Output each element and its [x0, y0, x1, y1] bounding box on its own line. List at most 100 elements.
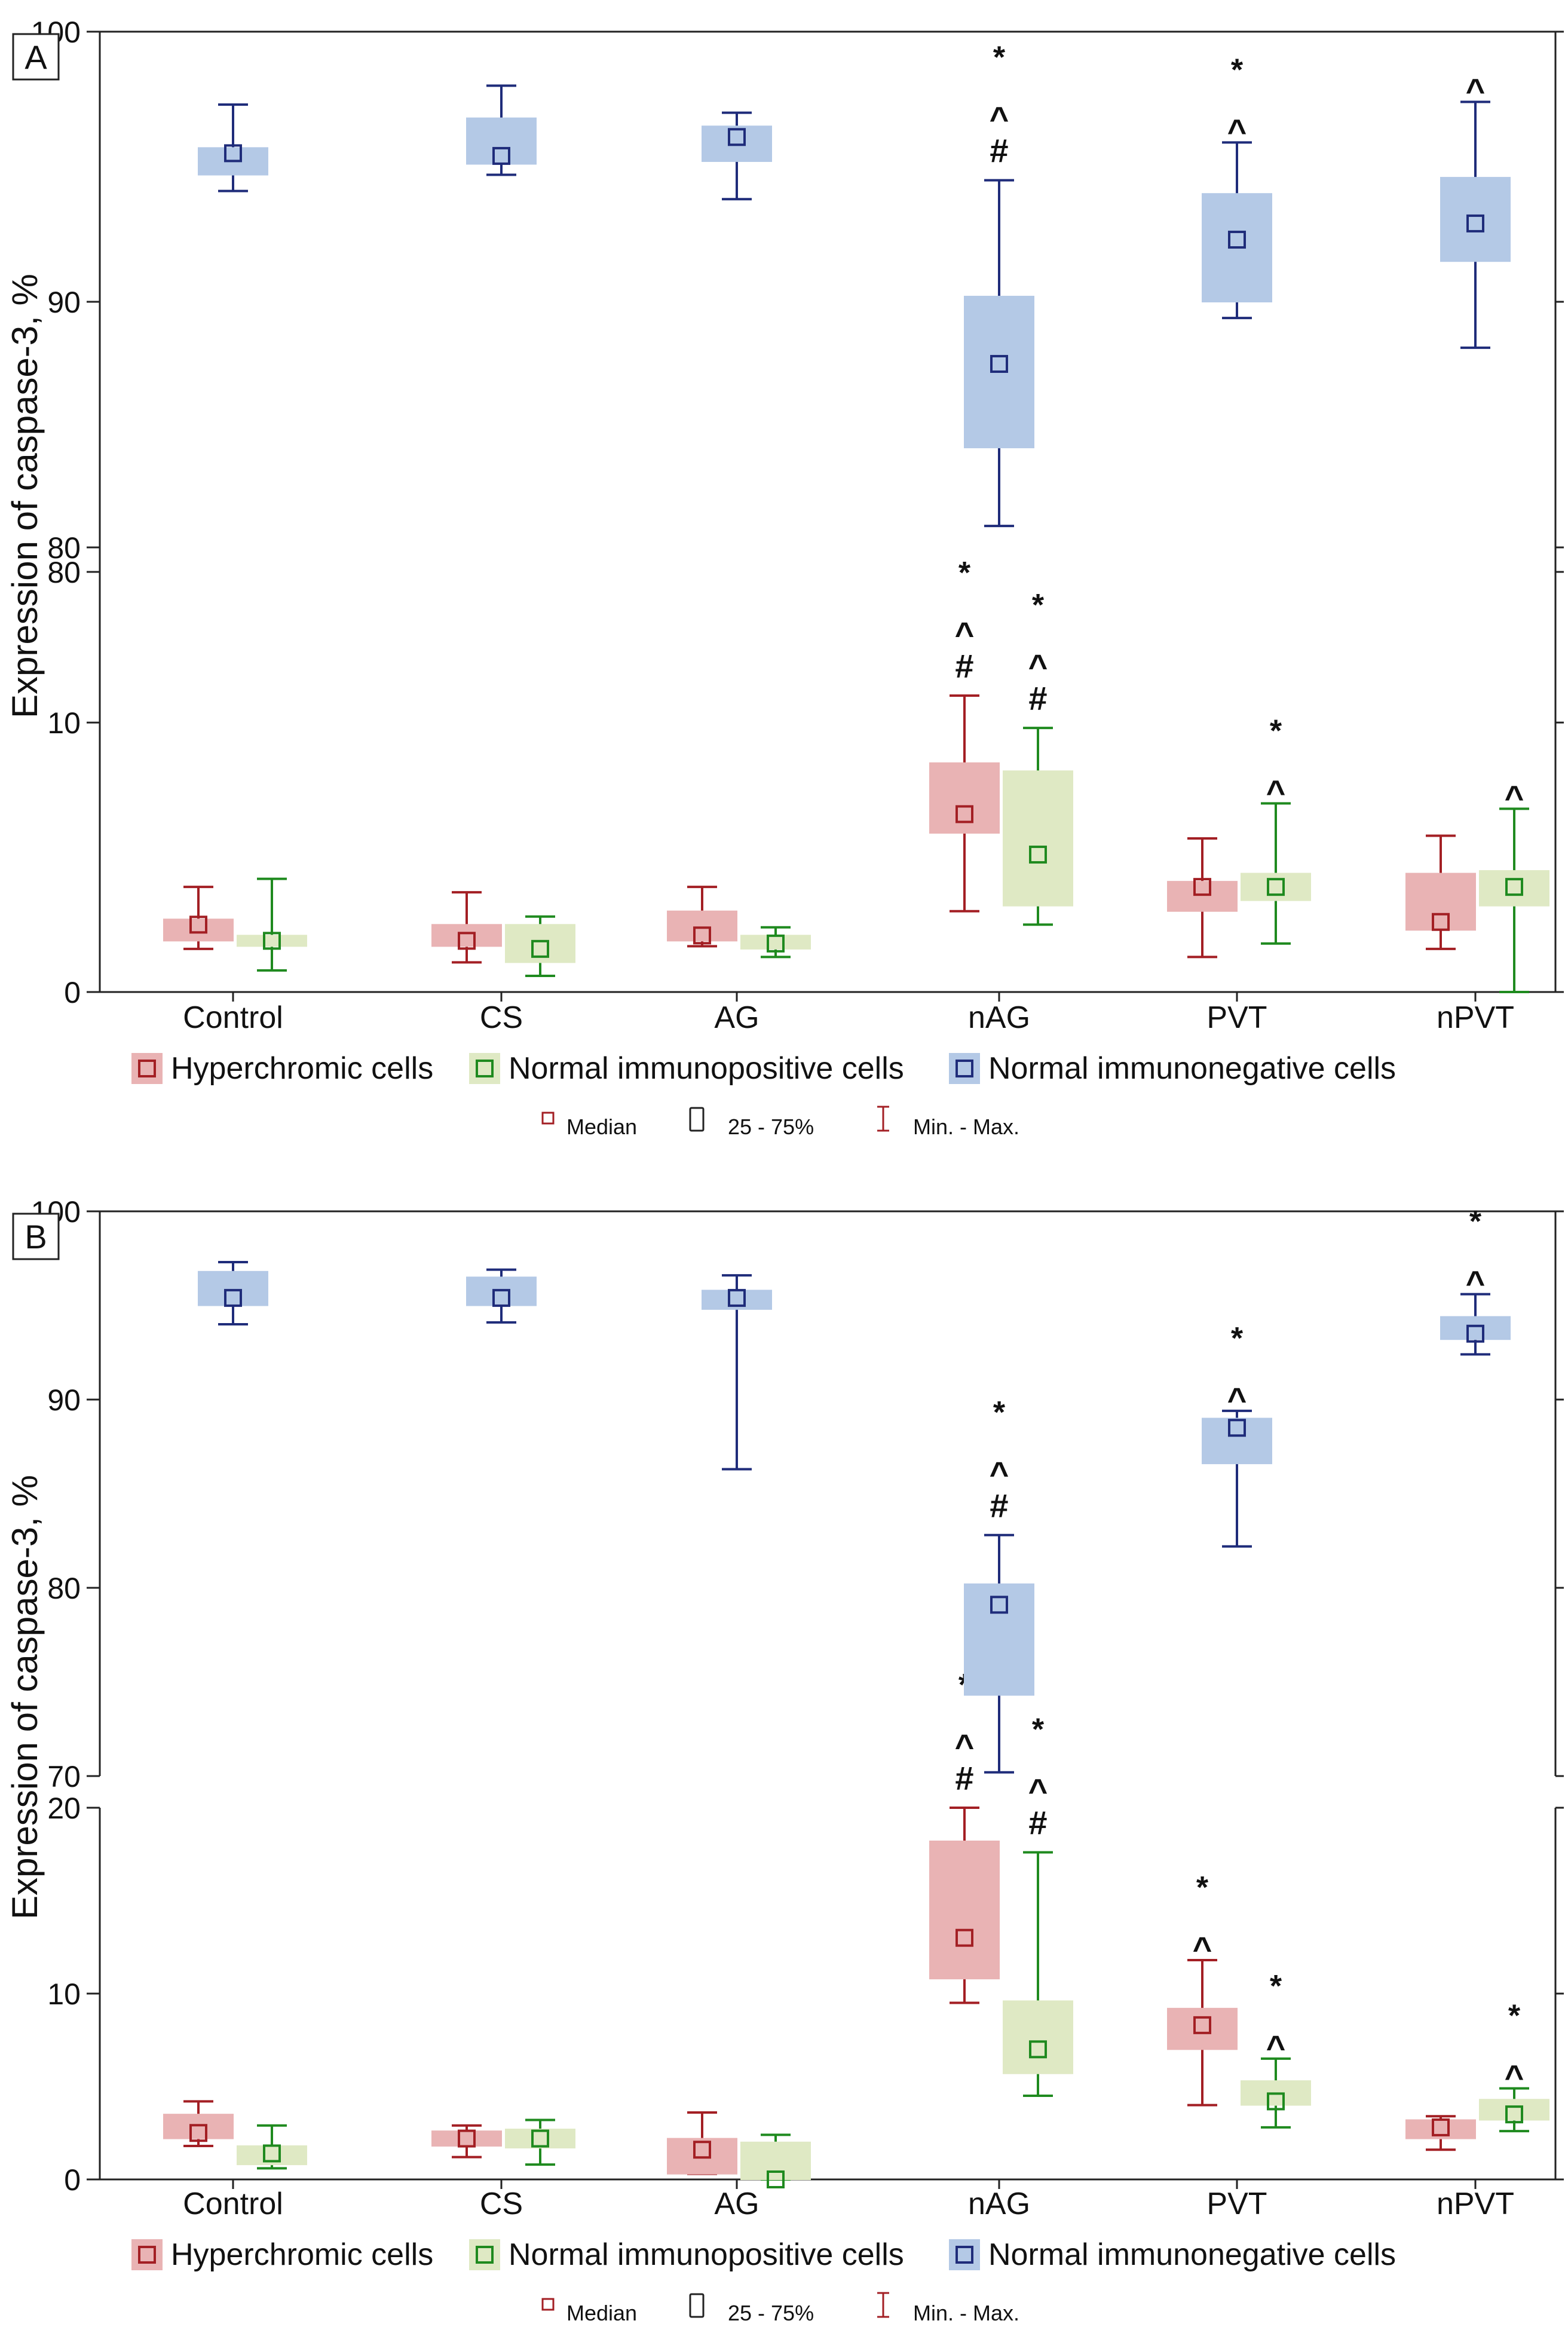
median-marker	[1505, 878, 1523, 896]
median-marker	[1505, 2105, 1523, 2124]
box-nag: #^ *	[964, 1395, 1034, 1774]
y-axis-label: Expression of caspase-3, %	[5, 1475, 45, 1919]
significance-mark: ^	[990, 100, 1009, 137]
significance-mark: *	[1270, 1969, 1282, 2004]
series-normal-immunonegative-cells: #^* ^* ^*	[198, 1205, 1511, 1774]
panel-letter-text: A	[24, 38, 47, 76]
significance-mark: ^	[1466, 72, 1486, 109]
median-legend-label: Median	[566, 2301, 637, 2325]
x-tick-label: PVT	[1206, 1000, 1267, 1035]
significance-mark: *	[993, 41, 1006, 75]
iqr-box	[667, 910, 737, 942]
iqr-box	[505, 2129, 575, 2149]
median-marker	[767, 934, 785, 953]
significance-mark: ^	[1266, 773, 1286, 810]
iqr-box	[466, 117, 537, 165]
box-control	[198, 1261, 268, 1325]
y-tick-label: 0	[64, 2163, 81, 2197]
median-marker	[728, 1288, 746, 1307]
median-marker	[1228, 1419, 1246, 1437]
legend-swatch	[131, 2239, 163, 2270]
iqr-box	[964, 1583, 1034, 1696]
x-tick-label: nAG	[968, 2187, 1030, 2221]
box-cs	[466, 84, 537, 176]
legend: Hyperchromic cells Normal immunopositive …	[131, 2237, 1396, 2272]
box-nag: #^ *	[964, 41, 1034, 528]
median-marker	[1466, 214, 1484, 232]
box-ag	[740, 2133, 811, 2188]
legend-median-icon	[956, 2246, 973, 2264]
box-pvt: ^*	[1241, 714, 1311, 945]
significance-mark: ^	[1227, 1380, 1247, 1418]
significance-mark: ^	[1266, 2028, 1286, 2066]
box-npvt: ^*	[1479, 1999, 1549, 2133]
box-pvt	[1167, 837, 1238, 959]
significance-mark: *	[1231, 53, 1244, 87]
y-tick-label: 80	[47, 1572, 81, 1605]
x-tick-label: CS	[480, 1000, 523, 1035]
panel-letter-text: B	[24, 1218, 47, 1256]
iqr-box	[237, 935, 307, 947]
median-marker	[1466, 1324, 1484, 1343]
series-normal-immunopositive-cells: #^*^*^*	[237, 1713, 1549, 2188]
box-legend-label: 25 - 75%	[728, 2301, 814, 2325]
box-npvt: ^*	[1440, 1205, 1511, 1356]
iqr-box	[1479, 2099, 1549, 2121]
median-marker	[531, 939, 549, 958]
x-tick-label: AG	[714, 2187, 759, 2221]
legend-swatch	[469, 2239, 500, 2270]
iqr-box	[198, 1270, 268, 1306]
median-marker	[990, 354, 1008, 373]
box-pvt: ^*	[1202, 53, 1272, 320]
significance-mark: #	[955, 647, 973, 685]
box-icon	[689, 1107, 705, 1132]
legend-swatch	[469, 1053, 500, 1084]
box-npvt	[1405, 2115, 1476, 2151]
median-marker	[1029, 2040, 1047, 2059]
iqr-box	[740, 935, 811, 950]
box-control	[237, 877, 307, 972]
box-control	[237, 2124, 307, 2170]
iqr-box	[431, 924, 502, 947]
legend-median-icon	[138, 1060, 156, 1077]
iqr-box	[1167, 881, 1238, 912]
box-icon	[689, 2293, 705, 2318]
series-hyperchromic-cells: # ^*	[163, 556, 1476, 964]
series-hyperchromic-cells: #^* ^ *	[163, 1668, 1476, 2175]
median-marker	[1432, 913, 1450, 931]
box-cs	[505, 915, 575, 977]
box-legend-label: 25 - 75%	[728, 1115, 814, 1139]
series-normal-immunopositive-cells: #^*^*^	[237, 588, 1549, 993]
panel-letter-box	[12, 1213, 60, 1260]
significance-mark: *	[1196, 1870, 1209, 1905]
x-tick-label: Control	[183, 2187, 283, 2221]
y-tick-label: 0	[64, 976, 81, 1009]
box-nag: #^ *	[1003, 1713, 1073, 2098]
box-pvt: ^*	[1202, 1321, 1272, 1548]
median-marker	[492, 146, 510, 165]
x-tick-labels: Control CS AG nAG PVT nPVT	[183, 2179, 1514, 2221]
median-marker	[767, 2170, 785, 2188]
median-marker	[458, 2129, 476, 2148]
iqr-box	[163, 2114, 234, 2139]
x-tick-label: AG	[714, 1000, 759, 1035]
median-marker	[1432, 2118, 1450, 2136]
median-marker	[458, 932, 476, 950]
box-ag	[740, 926, 811, 959]
box-cs	[466, 1268, 537, 1324]
legend-label: Normal immunopositive cells	[509, 1051, 904, 1086]
significance-mark: ^	[955, 615, 975, 653]
iqr-box	[1003, 2000, 1073, 2074]
legend: Hyperchromic cells Normal immunopositive …	[131, 1051, 1396, 1086]
legend-label: Normal immunonegative cells	[988, 2237, 1396, 2272]
median-marker	[1193, 2016, 1211, 2034]
y-tick-label: 10	[47, 1977, 81, 2011]
box-cs	[431, 891, 502, 964]
x-tick-label: nAG	[968, 1000, 1030, 1035]
box-ag	[702, 111, 772, 201]
panel-letter: B	[12, 1213, 60, 1260]
significance-mark: ^	[990, 1455, 1009, 1492]
box-nag: #^ *	[929, 556, 1000, 913]
